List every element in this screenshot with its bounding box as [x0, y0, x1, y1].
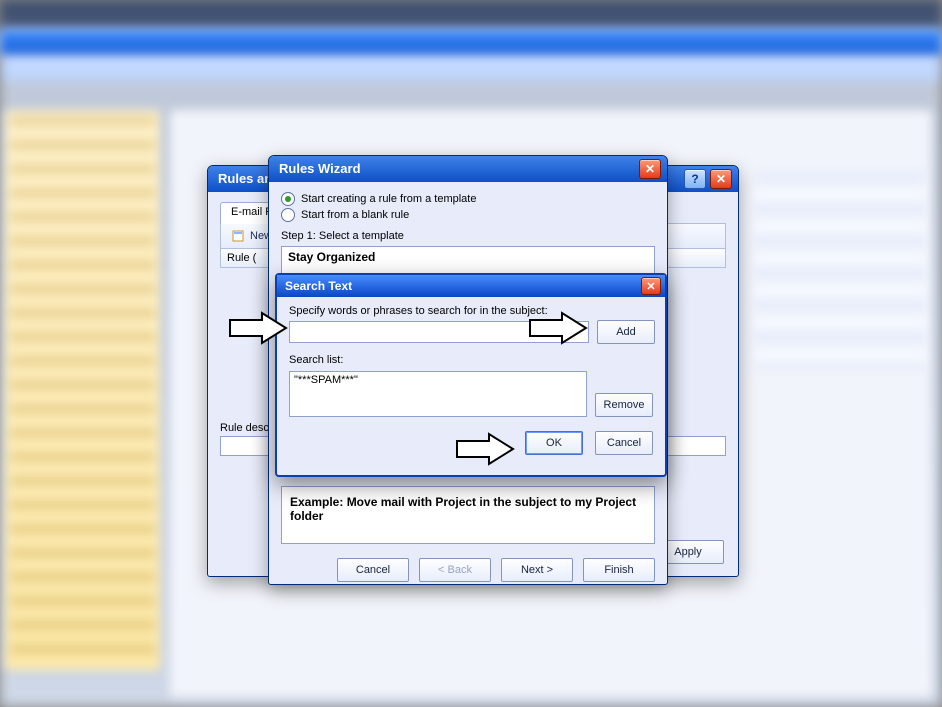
background-folder-tree — [5, 110, 160, 670]
example-box: Example: Move mail with Project in the s… — [281, 486, 655, 544]
rules-wizard-titlebar: Rules Wizard ✕ — [269, 156, 667, 182]
search-text-title: Search Text — [285, 279, 352, 293]
background-message-list — [755, 170, 925, 370]
search-words-input[interactable] — [289, 321, 589, 343]
specify-words-label: Specify words or phrases to search for i… — [289, 305, 653, 317]
example-text: Example: Move mail with Project in the s… — [290, 495, 636, 523]
add-button[interactable]: Add — [597, 320, 655, 344]
search-list-box[interactable]: "***SPAM***" — [289, 371, 587, 417]
search-text-body: Specify words or phrases to search for i… — [277, 297, 665, 465]
radio-unselected-icon — [281, 208, 295, 222]
template-list[interactable]: Stay Organized — [281, 246, 655, 276]
ok-cancel-row: OK Cancel — [289, 431, 653, 455]
option-start-from-template[interactable]: Start creating a rule from a template — [281, 192, 655, 206]
finish-button[interactable]: Finish — [583, 558, 655, 582]
back-button[interactable]: < Back — [419, 558, 491, 582]
next-button[interactable]: Next > — [501, 558, 573, 582]
wizard-button-row: Cancel < Back Next > Finish — [281, 558, 655, 582]
close-icon[interactable]: ✕ — [639, 159, 661, 179]
remove-button[interactable]: Remove — [595, 393, 653, 417]
rules-wizard-title: Rules Wizard — [279, 156, 361, 182]
search-text-dialog: Search Text ✕ Specify words or phrases t… — [275, 273, 667, 477]
option-template-label: Start creating a rule from a template — [301, 193, 476, 205]
cancel-button[interactable]: Cancel — [595, 431, 653, 455]
ok-button[interactable]: OK — [525, 431, 583, 455]
close-icon[interactable]: ✕ — [710, 169, 732, 189]
radio-selected-icon — [281, 192, 295, 206]
search-input-row: Add — [289, 320, 653, 344]
background-titlebar — [0, 30, 942, 55]
search-list-row: "***SPAM***" Remove — [289, 369, 653, 417]
search-text-titlebar: Search Text ✕ — [277, 275, 665, 297]
template-selected: Stay Organized — [288, 250, 375, 264]
option-blank-label: Start from a blank rule — [301, 209, 409, 221]
search-list-label: Search list: — [289, 354, 653, 366]
step1-label: Step 1: Select a template — [281, 230, 655, 242]
cancel-button[interactable]: Cancel — [337, 558, 409, 582]
option-start-from-blank[interactable]: Start from a blank rule — [281, 208, 655, 222]
search-list-item[interactable]: "***SPAM***" — [294, 374, 582, 386]
new-rule-icon — [232, 229, 246, 243]
help-button[interactable]: ? — [684, 169, 706, 189]
close-icon[interactable]: ✕ — [641, 277, 661, 295]
